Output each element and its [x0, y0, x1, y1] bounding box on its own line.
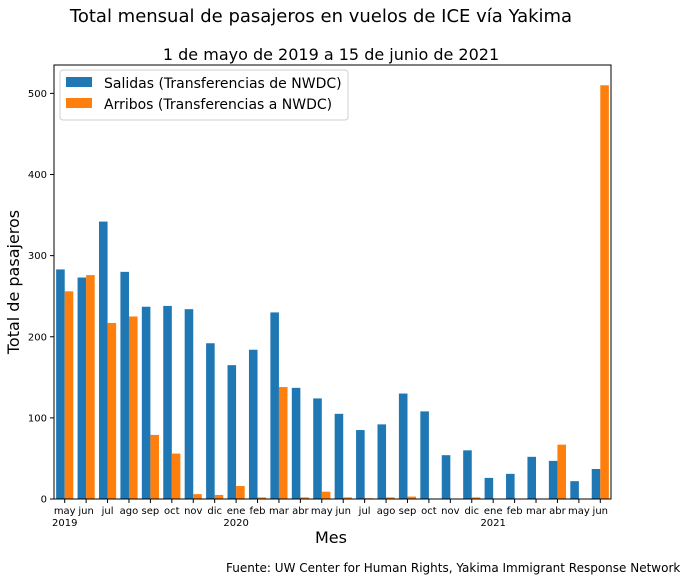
bar-salidas-11	[291, 387, 301, 499]
x-year-label: 2020	[223, 518, 248, 529]
bar-salidas-7	[206, 343, 215, 499]
x-year-label: 2021	[480, 518, 505, 529]
x-tick-label: jun	[592, 506, 608, 517]
bar-salidas-18	[441, 455, 451, 499]
x-tick-label: ene	[227, 506, 246, 517]
bar-salidas-21	[506, 473, 515, 499]
legend-swatch-arribos	[66, 98, 92, 108]
bar-arribos-15	[386, 497, 395, 499]
bar-arribos-8	[236, 486, 245, 499]
bar-salidas-24	[570, 481, 579, 499]
bar-arribos-11	[300, 497, 309, 499]
bar-salidas-20	[484, 477, 494, 499]
y-tick-label: 200	[28, 332, 47, 343]
y-axis-label: Total de pasajeros	[4, 210, 23, 355]
bar-arribos-4	[150, 434, 159, 499]
x-tick-label: sep	[142, 506, 160, 517]
x-tick-label: ago	[120, 506, 139, 517]
bar-salidas-17	[420, 411, 429, 499]
bar-arribos-7	[214, 494, 224, 499]
bar-salidas-3	[120, 271, 129, 499]
x-tick-label: oct	[421, 506, 437, 517]
y-tick-label: 0	[41, 495, 47, 506]
x-tick-label: may	[54, 506, 76, 517]
bar-salidas-2	[98, 221, 108, 499]
x-tick-label: feb	[250, 506, 266, 517]
x-tick-label: mar	[526, 506, 547, 517]
bar-arribos-25	[600, 85, 609, 499]
bar-arribos-19	[471, 497, 481, 499]
bar-salidas-6	[184, 309, 194, 499]
legend-box	[59, 69, 349, 121]
x-tick-label: feb	[507, 506, 523, 517]
bar-salidas-8	[227, 365, 237, 499]
y-tick-label: 100	[28, 413, 47, 424]
x-axis: may jun jul ago sep oct nov dic ene feb mar abr may j…	[52, 499, 608, 529]
source-note: Fuente: UW Center for Human Rights, Yaki…	[226, 561, 680, 575]
y-tick-label: 400	[28, 170, 47, 181]
bar-arribos-2	[107, 322, 117, 499]
bar-salidas-13	[334, 413, 344, 499]
y-tick-label: 500	[28, 89, 47, 100]
bar-arribos-12	[321, 491, 331, 499]
y-axis: 0 100 200 300 400 500	[28, 89, 54, 506]
x-tick-label: dic	[464, 506, 479, 517]
x-tick-label: jun	[334, 506, 350, 517]
x-tick-label: may	[568, 506, 590, 517]
bar-salidas-15	[377, 424, 387, 499]
bar-salidas-5	[163, 305, 172, 499]
legend: Salidas (Transferencias de NWDC) Arribos…	[59, 69, 349, 121]
bar-salidas-16	[398, 393, 408, 499]
x-tick-label: jun	[77, 506, 93, 517]
bar-salidas-4	[141, 306, 151, 499]
x-tick-label: ene	[484, 506, 503, 517]
bar-arribos-10	[278, 387, 288, 499]
legend-label-salidas: Salidas (Transferencias de NWDC)	[104, 76, 342, 92]
x-axis-label: Mes	[315, 528, 347, 547]
x-tick-label: nov	[184, 506, 202, 517]
x-tick-label: jul	[358, 506, 371, 517]
x-tick-label: may	[311, 506, 333, 517]
bar-salidas-10	[270, 312, 279, 499]
bar-salidas-23	[548, 460, 558, 499]
plot-frame	[53, 64, 612, 500]
bar-salidas-19	[463, 450, 472, 499]
bar-arribos-1	[86, 275, 95, 499]
bar-arribos-23	[557, 444, 567, 499]
bar-salidas-14	[356, 430, 365, 499]
bar-salidas-9	[248, 349, 258, 499]
bar-arribos-16	[407, 496, 417, 499]
bar-arribos-6	[193, 494, 202, 499]
y-tick-label: 300	[28, 251, 47, 262]
chart-title: Total mensual de pasajeros en vuelos de …	[69, 6, 572, 27]
bar-arribos-13	[343, 497, 352, 499]
bar-salidas-12	[313, 398, 322, 499]
x-tick-label: oct	[164, 506, 180, 517]
legend-label-arribos: Arribos (Transferencias a NWDC)	[104, 97, 332, 113]
x-tick-label: jul	[101, 506, 114, 517]
x-tick-label: mar	[269, 506, 290, 517]
x-tick-label: nov	[441, 506, 459, 517]
x-tick-label: sep	[399, 506, 417, 517]
x-year-label: 2019	[52, 518, 77, 529]
bars-group	[56, 85, 609, 499]
bar-salidas-25	[591, 468, 601, 499]
bar-arribos-5	[171, 453, 181, 499]
chart-subtitle: 1 de mayo de 2019 a 15 de junio de 2021	[163, 45, 499, 64]
legend-swatch-salidas	[66, 77, 92, 87]
x-tick-label: abr	[549, 506, 566, 517]
bar-arribos-9	[257, 497, 267, 499]
bar-salidas-1	[77, 277, 87, 499]
bar-arribos-0	[64, 291, 74, 499]
bar-salidas-22	[527, 456, 537, 499]
bar-arribos-3	[128, 316, 138, 499]
x-tick-label: ago	[377, 506, 396, 517]
x-tick-label: dic	[207, 506, 222, 517]
bar-salidas-0	[56, 269, 65, 499]
x-tick-label: abr	[292, 506, 309, 517]
